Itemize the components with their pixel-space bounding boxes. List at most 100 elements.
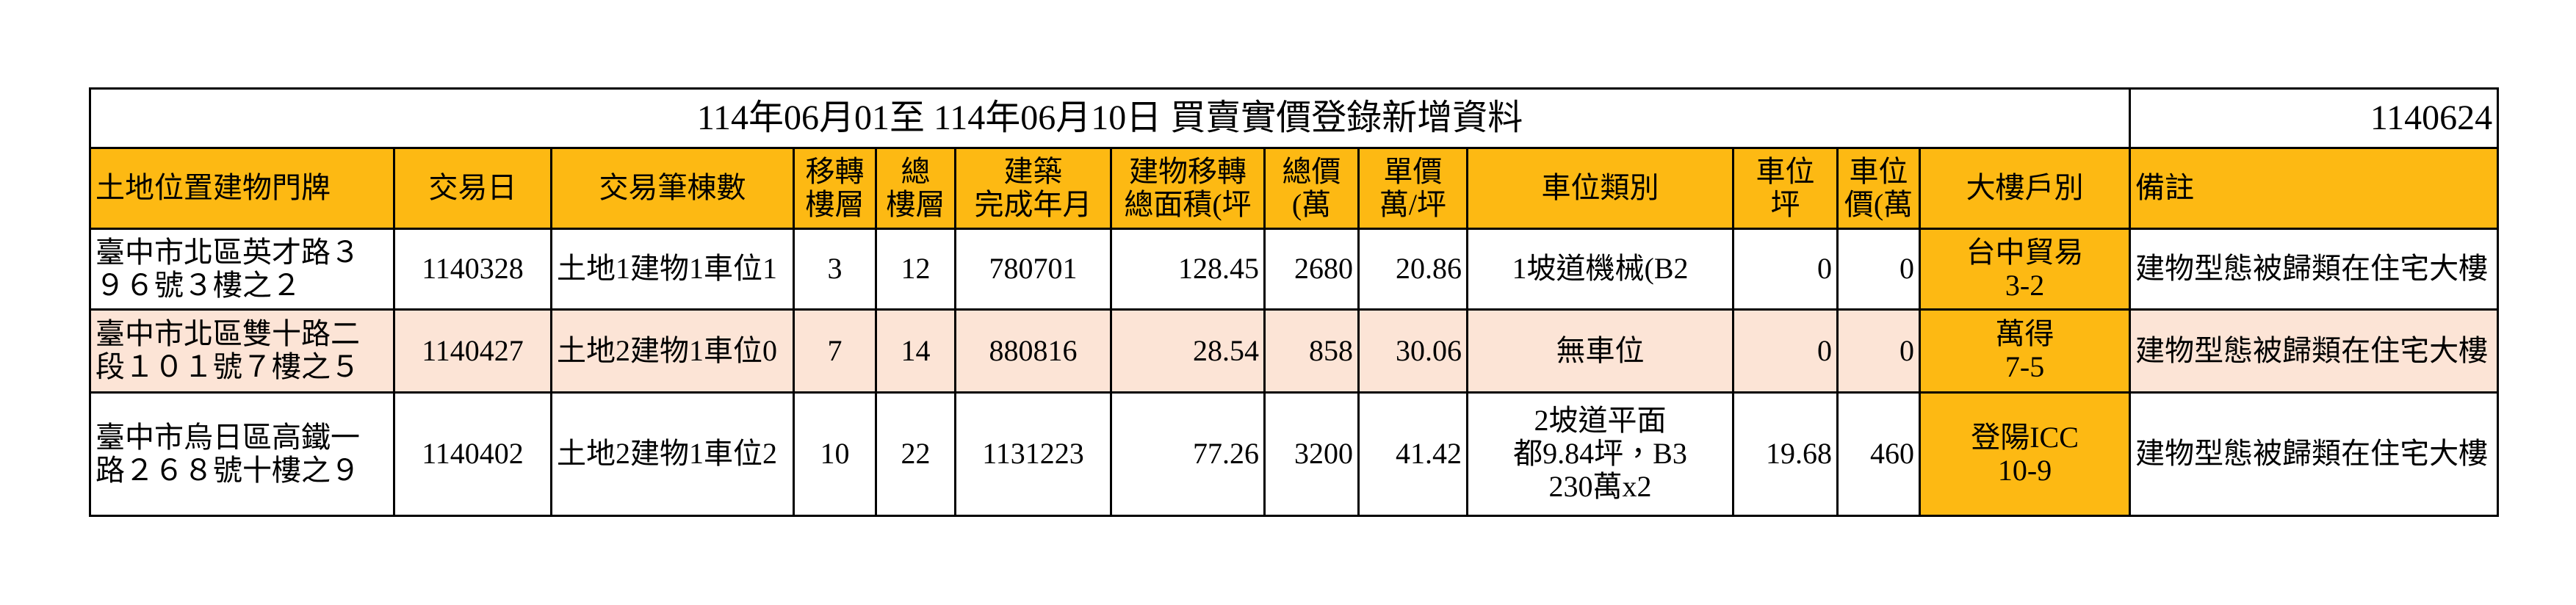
cell-text: 7-5 — [2005, 350, 2045, 383]
data-cell: 28.54 — [1110, 308, 1266, 394]
cell-text: 土地2建物1車位2 — [557, 437, 777, 471]
header-cell: 大樓戶別 — [1918, 147, 2132, 230]
cell-text: 備註 — [2135, 171, 2195, 205]
data-cell: 台中貿易 3-2 — [1918, 228, 2132, 311]
cell-text: 臺中市北區雙十路二段１０１號７樓之５ — [95, 317, 360, 383]
data-cell: 22 — [875, 391, 956, 517]
cell-text: 都9.84坪，B3 — [1513, 437, 1687, 471]
cell-text: 22 — [901, 437, 931, 471]
data-cell: 建物型態被歸類在住宅大樓 — [2129, 308, 2500, 394]
cell-text: 0 — [1817, 252, 1832, 286]
header-cell: 移轉 樓層 — [793, 147, 877, 230]
data-cell: 77.26 — [1110, 391, 1266, 517]
header-cell: 建物移轉 總面積(坪 — [1110, 147, 1266, 230]
header-cell: 備註 — [2129, 147, 2500, 230]
title-row: 114年06月01至 114年06月10日 買賣實價登錄新增資料 1140624 — [88, 87, 2500, 149]
cell-text: 7 — [827, 333, 843, 367]
data-cell: 2坡道平面 都9.84坪，B3 230萬x2 — [1466, 391, 1734, 517]
cell-text: 總面積(坪 — [1124, 187, 1252, 221]
cell-text: 0 — [1899, 252, 1914, 286]
cell-text: 土地1建物1車位1 — [557, 252, 777, 286]
cell-text: 價(萬 — [1844, 187, 1913, 221]
cell-text: 車位 — [1756, 154, 1815, 188]
data-cell: 建物型態被歸類在住宅大樓 — [2129, 228, 2500, 311]
cell-text: 車位類別 — [1541, 171, 1659, 205]
cell-text: 台中貿易 — [1966, 235, 2084, 269]
cell-text: 土地位置建物門牌 — [95, 171, 331, 205]
cell-text: 12 — [901, 252, 931, 286]
cell-text: 臺中市烏日區高鐵一路２６８號十樓之９ — [95, 420, 360, 487]
data-cell: 128.45 — [1110, 228, 1266, 311]
data-cell: 萬得 7-5 — [1918, 308, 2132, 394]
cell-text: (萬 — [1291, 187, 1332, 221]
data-cell: 0 — [1836, 228, 1921, 311]
header-cell: 單價 萬/坪 — [1357, 147, 1468, 230]
cell-text: 1坡道機械(B2 — [1512, 252, 1689, 286]
data-row: 臺中市北區雙十路二段１０１號７樓之５ 1140427 土地2建物1車位0 7 14 880… — [89, 308, 2500, 394]
data-cell: 7 — [793, 308, 877, 394]
cell-text: 2坡道平面 — [1534, 404, 1667, 438]
data-cell: 3200 — [1263, 391, 1360, 517]
cell-text: 1140402 — [422, 437, 524, 471]
cell-text: 樓層 — [805, 187, 865, 221]
cell-text: 30.06 — [1396, 333, 1462, 367]
data-cell: 460 — [1836, 391, 1921, 517]
header-cell: 車位坪 — [1732, 147, 1839, 230]
data-cell: 880816 — [954, 308, 1112, 394]
cell-text: 萬/坪 — [1379, 187, 1447, 221]
header-cell: 車位 價(萬 — [1836, 147, 1921, 230]
data-cell: 1坡道機械(B2 — [1466, 228, 1734, 311]
table-title: 114年06月01至 114年06月10日 買賣實價登錄新增資料 — [88, 87, 2132, 149]
cell-text: 建物型態被歸類在住宅大樓 — [2135, 252, 2489, 286]
cell-text: 1140328 — [422, 252, 524, 286]
data-cell: 臺中市烏日區高鐵一路２６８號十樓之９ — [89, 391, 395, 517]
data-cell: 30.06 — [1357, 308, 1468, 394]
cell-text: 77.26 — [1193, 437, 1259, 471]
data-cell: 858 — [1263, 308, 1360, 394]
data-cell: 1140328 — [393, 228, 552, 311]
cell-text: 14 — [901, 333, 931, 367]
cell-text: 1131223 — [982, 437, 1084, 471]
data-cell: 1140402 — [393, 391, 552, 517]
cell-text: 10 — [820, 437, 850, 471]
data-cell: 臺中市北區雙十路二段１０１號７樓之５ — [89, 308, 395, 394]
cell-text: 移轉 — [805, 154, 865, 188]
cell-text: 41.42 — [1396, 437, 1462, 471]
data-cell: 土地2建物1車位2 — [550, 391, 795, 517]
report-code: 1140624 — [2129, 87, 2500, 149]
cell-text: 單價 — [1383, 154, 1443, 188]
cell-text: 樓層 — [886, 187, 945, 221]
data-cell: 1131223 — [954, 391, 1112, 517]
data-cell: 14 — [875, 308, 956, 394]
cell-text: 19.68 — [1766, 437, 1832, 471]
data-row: 臺中市烏日區高鐵一路２６８號十樓之９ 1140402 土地2建物1車位2 10 22 11… — [89, 391, 2500, 517]
header-cell: 總樓層 — [875, 147, 956, 230]
cell-text: 460 — [1870, 437, 1914, 471]
cell-text: 建物移轉 — [1129, 154, 1246, 188]
data-cell: 建物型態被歸類在住宅大樓 — [2129, 391, 2500, 517]
cell-text: 1140427 — [422, 333, 524, 367]
data-cell: 19.68 — [1732, 391, 1839, 517]
data-cell: 3 — [793, 228, 877, 311]
data-row: 臺中市北區英才路３９６號３樓之２ 1140328 土地1建物1車位1 3 12 78070… — [89, 228, 2500, 311]
cell-text: 建物型態被歸類在住宅大樓 — [2135, 437, 2489, 471]
data-cell: 2680 — [1263, 228, 1360, 311]
cell-text: 大樓戶別 — [1966, 171, 2084, 205]
data-cell: 780701 — [954, 228, 1112, 311]
data-cell: 1140427 — [393, 308, 552, 394]
cell-text: 28.54 — [1193, 333, 1259, 367]
cell-text: 3-2 — [2005, 268, 2045, 302]
data-cell: 登陽ICC 10-9 — [1918, 391, 2132, 517]
data-cell: 臺中市北區英才路３９６號３樓之２ — [89, 228, 395, 311]
header-cell: 建築 完成年月 — [954, 147, 1112, 230]
data-cell: 0 — [1732, 228, 1839, 311]
data-cell: 0 — [1732, 308, 1839, 394]
cell-text: 臺中市北區英才路３９６號３樓之２ — [95, 235, 360, 302]
table-body: 114年06月01至 114年06月10日 買賣實價登錄新增資料 1140624… — [88, 87, 2500, 517]
cell-text: 0 — [1899, 333, 1914, 367]
cell-text: 交易日 — [428, 171, 517, 205]
cell-text: 總 — [901, 154, 931, 188]
header-cell: 交易筆棟數 — [550, 147, 795, 230]
cell-text: 登陽ICC — [1971, 420, 2079, 454]
